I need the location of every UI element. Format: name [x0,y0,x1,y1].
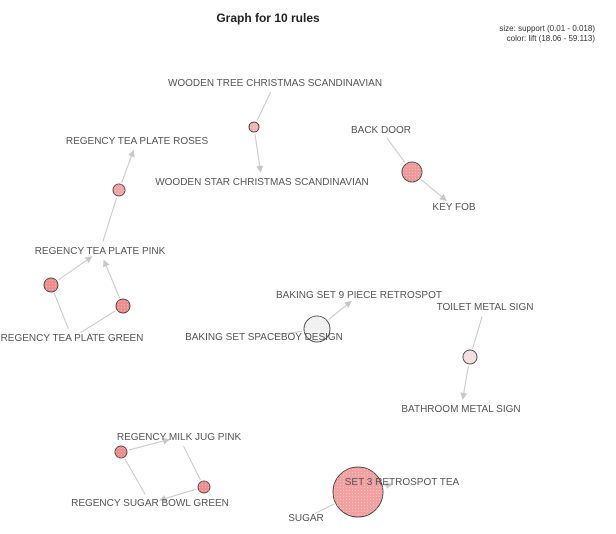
edge-lhs-r_sugarbowl_milk [124,458,146,495]
item-label-key_fob: KEY FOB [432,202,475,213]
item-label-sugar: SUGAR [288,513,324,524]
item-label-baking_spaceboy: BAKING SET SPACEBOY DESIGN [185,332,343,343]
edge-rhs-r_spaceboy_9 [328,300,352,320]
item-labels-layer: WOODEN TREE CHRISTMAS SCANDINAVIAN WOODEN… [1,78,534,524]
rule-node-texture-r_door_fob [402,162,422,182]
rule-node-texture-r_milk_sugarbowl [198,481,210,493]
edge-rhs-r_toilet_bath [460,365,469,400]
edge-rhs-r_door_fob [420,179,447,202]
edge-rhs-r_tree_star [254,133,264,173]
edge-lhs-r_pink_roses [102,197,118,242]
item-label-baking_9: BAKING SET 9 PIECE RETROSPOT [276,290,442,301]
edge-lhs-r_green_pink_a [53,293,69,329]
item-label-milk_jug: REGENCY MILK JUG PINK [117,432,242,443]
item-label-set3_tea: SET 3 RETROSPOT TEA [345,477,460,488]
rule-node-texture-r_spaceboy_9 [304,316,330,342]
item-label-regency_roses: REGENCY TEA PLATE ROSES [66,136,209,147]
rule-node-texture-r_pink_roses [113,184,125,196]
graph-title: Graph for 10 rules [216,11,320,25]
item-label-sugar_bowl: REGENCY SUGAR BOWL GREEN [71,498,229,509]
legend-size: size: support (0.01 - 0.018) [499,24,595,33]
edge-rhs-r_green_pink_b [103,259,120,298]
edge-lhs-r_tree_star [256,91,272,121]
item-label-wooden_tree: WOODEN TREE CHRISTMAS SCANDINAVIAN [168,78,382,89]
edge-lhs-r_toilet_bath [472,316,483,349]
item-label-wooden_star: WOODEN STAR CHRISTMAS SCANDINAVIAN [155,177,369,188]
rule-node-texture-r_sugarbowl_milk [115,446,127,458]
legend-color: color: lift (18.06 - 59.113) [507,34,596,43]
rule-node-texture-r_green_pink_a [44,278,58,292]
edge-lhs-r_milk_sugarbowl [183,445,201,481]
rule-node-texture-r_green_pink_b [116,299,130,313]
rule-node-texture-r_tree_star [249,122,259,132]
edges-layer [53,91,483,514]
edge-rhs-r_green_pink_a [58,256,93,281]
edge-lhs-r_sugar_set3 [314,503,335,514]
item-label-bathroom_sign: BATHROOM METAL SIGN [401,404,520,415]
edge-lhs-r_green_pink_b [80,310,116,334]
rule-nodes-layer [43,121,478,518]
item-label-regency_pink: REGENCY TEA PLATE PINK [35,246,166,257]
edge-rhs-r_pink_roses [121,149,135,183]
rule-node-texture-r_toilet_bath [463,350,477,364]
edge-lhs-r_spaceboy_9 [273,330,303,337]
rule-node-texture-r_sugar_set3 [333,467,383,517]
edge-rhs-r_sugarbowl_milk [128,437,170,451]
edge-lhs-r_door_fob [386,137,406,163]
item-label-toilet_sign: TOILET METAL SIGN [437,302,534,313]
item-label-regency_green: REGENCY TEA PLATE GREEN [1,333,144,344]
edge-rhs-r_sugar_set3 [384,482,393,490]
item-label-back_door: BACK DOOR [351,125,411,136]
edge-rhs-r_milk_sugarbowl [158,488,197,502]
